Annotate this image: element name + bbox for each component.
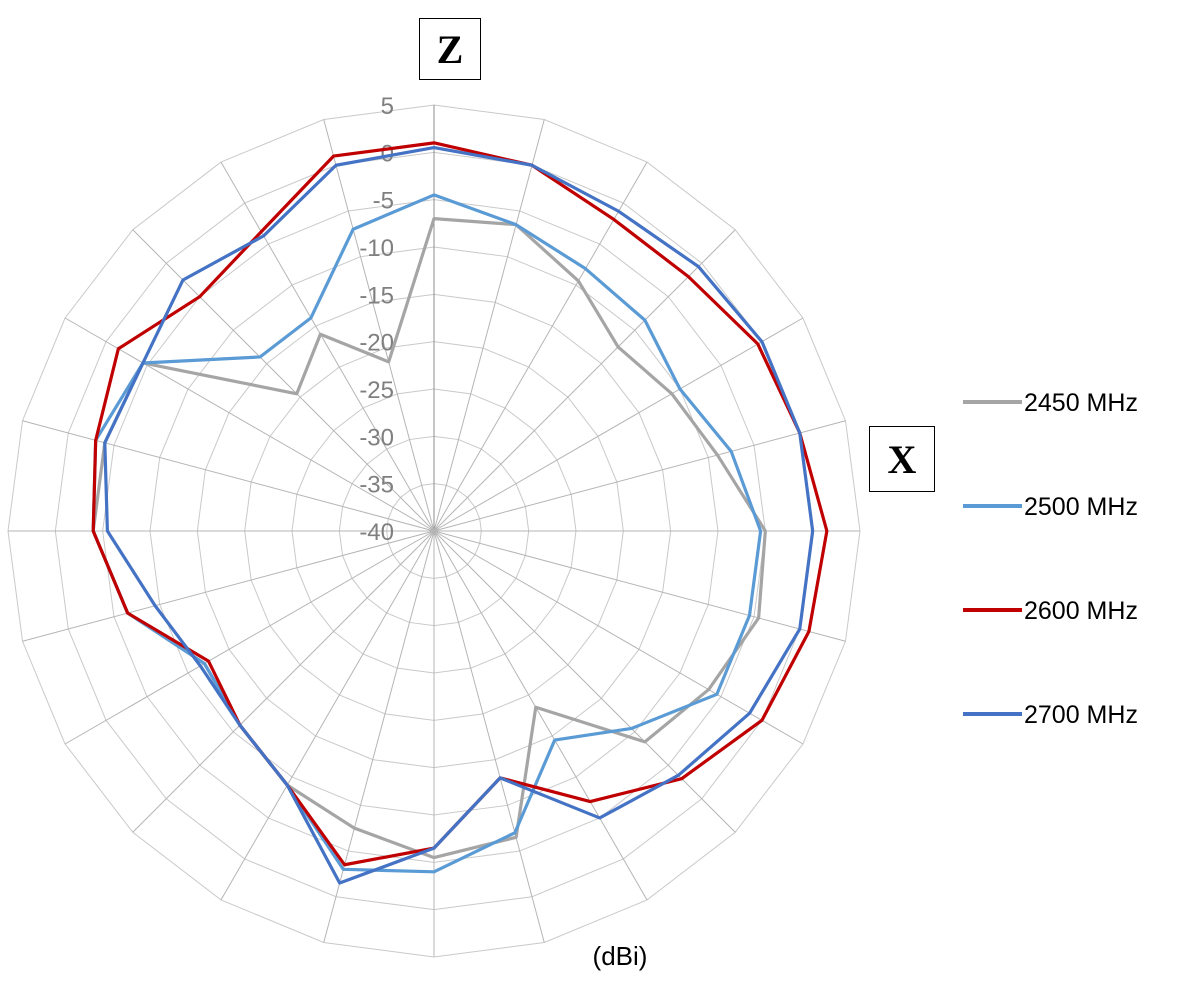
radial-tick-label: -35	[359, 472, 394, 499]
legend: 2450 MHz 2500 MHz 2600 MHz 2700 MHz	[963, 389, 1138, 729]
radial-tick-label: -15	[359, 282, 394, 309]
radial-tick-label: -30	[359, 424, 394, 451]
z-axis-label: Z	[419, 18, 481, 80]
grid-spoke	[324, 531, 434, 942]
grid-spoke	[65, 531, 434, 744]
radial-tick-label: -5	[373, 188, 394, 215]
series-line	[93, 143, 827, 865]
grid-spoke	[434, 531, 544, 942]
grid-spoke	[221, 162, 434, 531]
grid-spoke	[23, 531, 434, 641]
radial-tick-label: -40	[359, 519, 394, 546]
grid-spoke	[324, 120, 434, 531]
radar-grid	[8, 105, 860, 957]
grid-spoke	[434, 230, 735, 531]
unit-label: (dBi)	[560, 941, 680, 972]
legend-label: 2700 MHz	[1024, 701, 1138, 729]
grid-spoke	[133, 531, 434, 832]
grid-spoke	[434, 531, 735, 832]
grid-spoke	[434, 531, 803, 744]
radial-tick-label: -10	[359, 235, 394, 262]
series-group	[93, 143, 827, 865]
radial-tick-label: -25	[359, 377, 394, 404]
legend-label: 2450 MHz	[1024, 389, 1138, 417]
radial-tick-label: 5	[381, 93, 394, 120]
grid-spoke	[434, 162, 647, 531]
grid-spoke	[434, 531, 647, 900]
legend-label: 2500 MHz	[1024, 493, 1138, 521]
legend-label: 2600 MHz	[1024, 597, 1138, 625]
x-axis-label: X	[869, 426, 935, 492]
grid-spoke	[434, 531, 845, 641]
grid-spoke	[434, 120, 544, 531]
grid-spoke	[434, 421, 845, 531]
series-layer	[93, 143, 827, 883]
